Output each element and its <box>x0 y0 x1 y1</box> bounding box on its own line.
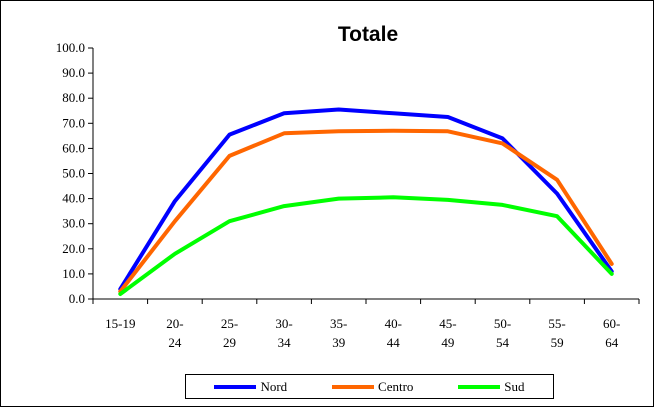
series-line-nord <box>118 107 614 291</box>
x-tick-label: 15-19 <box>105 316 135 331</box>
series-lines <box>118 107 614 296</box>
y-tick-label: 60.0 <box>62 140 85 155</box>
y-tick-label: 0.0 <box>69 291 85 306</box>
y-axis-ticks: 100.0 90.0 80.0 70.0 60.0 50.0 40.0 30.0 20.0 10.… <box>56 40 93 306</box>
x-tick-label: 35-39 <box>330 316 347 350</box>
y-tick-label: 100.0 <box>56 40 85 55</box>
legend-label-centro: Centro <box>378 378 414 394</box>
series-line-centro <box>118 128 614 294</box>
legend-item-centro: Centro <box>332 379 413 395</box>
legend-swatch-sud <box>458 384 501 389</box>
x-axis-ticks: 15-19 20-24 25-29 30-34 35-39 40-44 45-49 50-54… <box>92 299 640 350</box>
chart-axes <box>92 48 639 300</box>
legend-label-nord: Nord <box>260 378 288 394</box>
x-tick-label: 20-24 <box>166 316 183 350</box>
line-chart: Totale 100.0 90.0 80.0 70.0 60.0 50.0 40.0 30.0… <box>56 23 640 350</box>
x-tick-label: 55-59 <box>548 316 565 350</box>
y-tick-label: 30.0 <box>62 216 85 231</box>
y-tick-label: 50.0 <box>62 166 85 181</box>
x-tick-label: 25-29 <box>221 316 238 350</box>
legend-swatch-nord <box>214 384 257 389</box>
legend-item-sud: Sud <box>458 378 525 395</box>
legend-swatch-centro <box>332 384 375 389</box>
x-tick-label: 30-34 <box>275 316 292 350</box>
y-tick-label: 90.0 <box>62 65 85 80</box>
series-line-sud <box>118 195 614 296</box>
y-tick-label: 20.0 <box>62 241 85 256</box>
x-tick-label: 40-44 <box>385 316 402 350</box>
legend-item-nord: Nord <box>214 379 287 395</box>
y-tick-label: 40.0 <box>62 191 85 206</box>
x-tick-label: 50-54 <box>494 316 511 350</box>
y-tick-label: 80.0 <box>62 90 85 105</box>
x-tick-label: 60-64 <box>603 316 620 350</box>
x-tick-label: 45-49 <box>439 316 456 350</box>
chart-legend: Nord Centro Sud <box>185 374 554 399</box>
chart-title: Totale <box>338 23 398 46</box>
y-tick-label: 70.0 <box>62 115 85 130</box>
legend-label-sud: Sud <box>504 378 525 394</box>
y-tick-label: 10.0 <box>62 266 85 281</box>
